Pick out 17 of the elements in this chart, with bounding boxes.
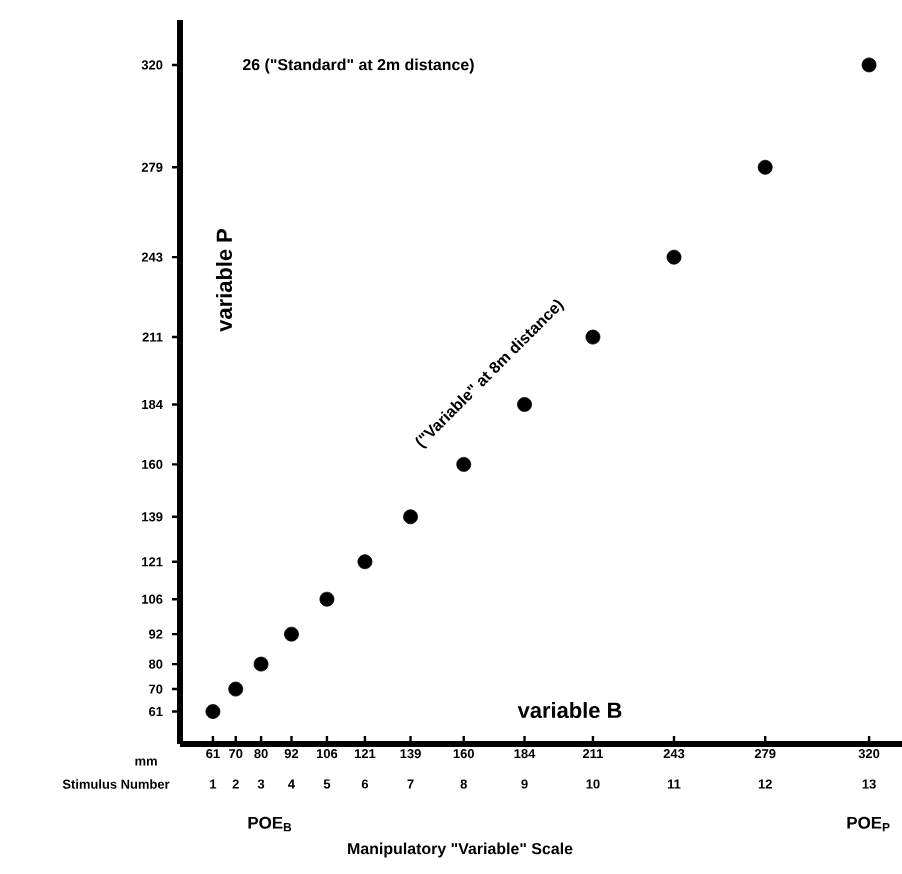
annotation: variable P <box>215 228 233 332</box>
point <box>403 509 418 525</box>
text: POE$_{B}$ <box>248 816 292 832</box>
point <box>666 249 682 265</box>
point <box>228 681 244 697</box>
point <box>284 626 299 642</box>
point <box>757 159 773 175</box>
point <box>205 704 221 719</box>
point <box>861 57 877 73</box>
annotation: variable B <box>517 701 622 719</box>
point <box>357 554 373 570</box>
point <box>253 656 269 672</box>
point <box>517 397 532 412</box>
point <box>319 591 335 607</box>
point <box>585 329 601 345</box>
point <box>456 456 472 472</box>
text: POE$_{P}$ <box>847 816 890 832</box>
